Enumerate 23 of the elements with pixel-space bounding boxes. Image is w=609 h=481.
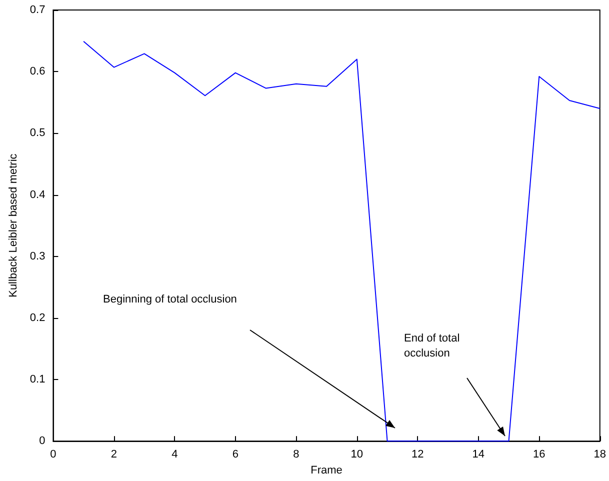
y-axis-title: Kullback Leibler based metric [8,153,20,298]
x-tick-label: 14 [472,448,485,461]
x-tick-label: 8 [293,448,300,461]
x-tick-label: 18 [594,448,606,461]
y-tick-label: 0.5 [30,127,46,140]
x-tick-label: 4 [172,448,178,461]
annotation: End of total occlusion [404,332,463,360]
x-tick-label: 2 [110,448,117,461]
y-tick-label: 0.7 [30,4,46,16]
y-tick-label: 0.3 [30,250,46,262]
annotation: Beginning of total occlusion [103,294,237,306]
y-tick-label: 0.6 [30,66,46,78]
x-axis-title: Frame [310,464,342,476]
x-tick-label: 12 [412,448,424,461]
y-tick-label: 0.1 [30,374,46,386]
x-tick-label: 6 [232,448,238,461]
y-tick-label: 0.2 [30,312,46,324]
line-series [83,40,600,442]
y-tick-label: 0 [39,435,46,448]
x-tick-label: 10 [350,448,364,461]
y-tick-label: 0.4 [30,188,46,201]
x-tick-label: 0 [50,448,56,461]
x-tick-label: 16 [533,448,546,461]
